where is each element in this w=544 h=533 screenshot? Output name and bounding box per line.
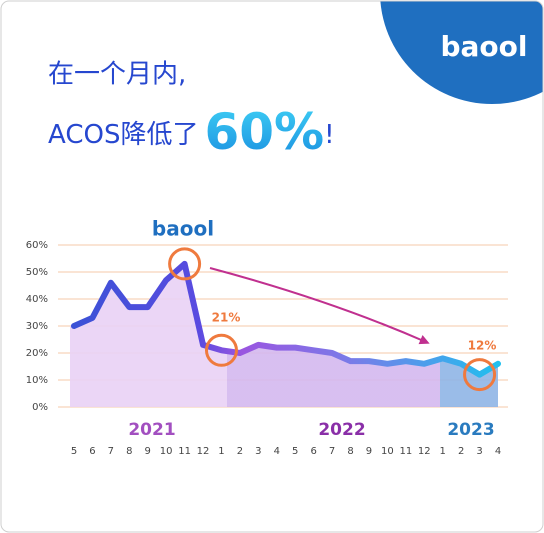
line — [71, 260, 501, 378]
title: 在一个月内, — [48, 60, 186, 90]
x-tick-label: 7 — [108, 446, 114, 457]
y-tick-label: 20% — [26, 348, 48, 359]
x-tick-label: 9 — [145, 446, 151, 457]
x-tick-label: 3 — [255, 446, 261, 457]
year-label: 2023 — [447, 420, 494, 440]
x-tick-label: 7 — [329, 446, 335, 457]
highlight-suffix: ! — [324, 120, 334, 150]
y-tick-label: 50% — [26, 267, 48, 278]
x-tick-label: 6 — [310, 446, 316, 457]
x-tick-label: 8 — [126, 446, 132, 457]
year-label: 2022 — [318, 420, 365, 440]
x-tick-label: 6 — [89, 446, 95, 457]
x-tick-label: 1 — [218, 446, 224, 457]
brand-logo: baool — [440, 30, 527, 63]
trend-arrow — [209, 267, 430, 345]
x-tick-label: 5 — [71, 446, 77, 457]
x-tick-label: 10 — [381, 446, 394, 457]
x-tick-label: 10 — [160, 446, 173, 457]
highlight-circle — [204, 333, 238, 367]
y-tick-label: 10% — [26, 375, 48, 386]
y-tick-label: 30% — [26, 321, 48, 332]
chart-logo: baool — [152, 217, 214, 241]
x-tick-label: 3 — [476, 446, 482, 457]
x-tick-label: 4 — [274, 446, 280, 457]
highlight-circle — [168, 247, 202, 281]
x-tick-label: 1 — [440, 446, 446, 457]
plot: 0%10%20%30%40%50%60%21%12%5 6 7 8 9 10 11 12 1 2 3… — [26, 240, 508, 457]
y-tick-label: 40% — [26, 294, 48, 305]
x-tick-label: 2 — [237, 446, 243, 457]
x-tick-label: 9 — [366, 446, 372, 457]
annotation: 12% — [468, 339, 497, 353]
logo-badge — [380, 1, 543, 104]
area — [70, 263, 498, 407]
subtitle-line: ACOS降低了 60%! — [48, 103, 335, 161]
x-tick-label: 5 — [292, 446, 298, 457]
year-label: 2021 — [128, 420, 175, 440]
highlight-circle — [463, 358, 497, 392]
highlight: 60% — [204, 103, 324, 161]
y-tick-label: 60% — [26, 240, 48, 251]
subtitle: ACOS降低了 — [48, 120, 198, 150]
y-tick-label: 0% — [32, 402, 48, 413]
x-tick-label: 4 — [495, 446, 501, 457]
x-tick-label: 12 — [418, 446, 431, 457]
annotation: 21% — [212, 311, 241, 325]
x-tick-label: 11 — [399, 446, 412, 457]
x-tick-label: 11 — [178, 446, 191, 457]
x-tick-label: 2 — [458, 446, 464, 457]
x-tick-label: 12 — [197, 446, 210, 457]
x-tick-label: 8 — [347, 446, 353, 457]
